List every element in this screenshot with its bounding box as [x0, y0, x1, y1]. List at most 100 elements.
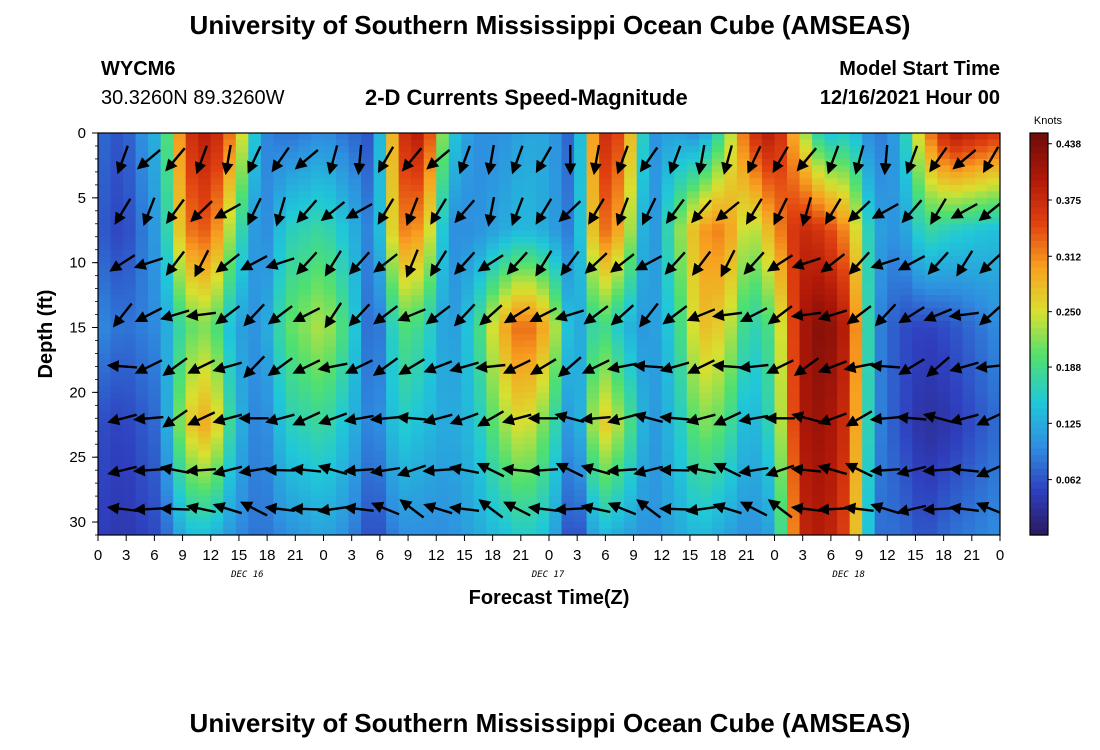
- heatmap-cell: [486, 230, 500, 238]
- current-vector-arrow: [398, 358, 426, 375]
- heatmap-cell: [361, 295, 375, 303]
- heatmap-cell: [599, 165, 613, 173]
- heatmap-cell: [774, 366, 788, 374]
- current-vector-arrow: [555, 462, 584, 478]
- heatmap-cell: [173, 243, 187, 251]
- heatmap-cell: [523, 321, 538, 329]
- heatmap-cell: [574, 392, 588, 400]
- heatmap-cell: [711, 437, 725, 445]
- heatmap-cell: [686, 392, 700, 400]
- heatmap-cell: [611, 392, 625, 400]
- heatmap-cell: [461, 295, 475, 303]
- heatmap-cell: [862, 158, 876, 167]
- heatmap-cell: [912, 457, 926, 465]
- heatmap-cell: [624, 184, 638, 192]
- heatmap-cell: [787, 275, 801, 283]
- heatmap-cell: [361, 191, 375, 199]
- heatmap-cell: [523, 210, 538, 218]
- heatmap-cell: [912, 288, 926, 296]
- heatmap-cell: [661, 249, 675, 257]
- current-vector-arrow: [927, 251, 949, 275]
- heatmap-cell: [899, 230, 913, 238]
- heatmap-cell: [824, 405, 838, 413]
- heatmap-cell: [711, 236, 725, 244]
- heatmap-cell: [398, 483, 412, 491]
- heatmap-cell: [787, 165, 801, 173]
- heatmap-cell: [761, 483, 776, 491]
- heatmap-cell: [649, 522, 663, 530]
- heatmap-cell: [736, 437, 751, 445]
- heatmap-cell: [348, 450, 362, 458]
- heatmap-cell: [260, 483, 274, 491]
- heatmap-cell: [110, 171, 124, 179]
- heatmap-cell: [536, 359, 550, 368]
- heatmap-cell: [899, 152, 913, 160]
- heatmap-cell: [674, 152, 688, 160]
- heatmap-cell: [386, 392, 400, 400]
- heatmap-cell: [198, 483, 212, 491]
- heatmap-cell: [699, 288, 713, 296]
- heatmap-cell: [386, 502, 400, 510]
- heatmap-cell: [987, 191, 1000, 199]
- heatmap-cell: [674, 191, 688, 199]
- heatmap-cell: [260, 204, 274, 212]
- heatmap-cell: [386, 314, 400, 322]
- heatmap-cell: [799, 483, 813, 491]
- heatmap-cell: [148, 522, 162, 530]
- heatmap-cell: [110, 145, 124, 154]
- current-vector-arrow: [791, 257, 821, 270]
- heatmap-cell: [962, 463, 976, 471]
- current-vector-arrow: [879, 144, 892, 176]
- heatmap-cell: [736, 431, 751, 439]
- heatmap-cell: [699, 470, 713, 478]
- colorbar-swatch: [1030, 427, 1048, 436]
- heatmap-cell: [674, 249, 688, 257]
- heatmap-cell: [724, 502, 738, 510]
- heatmap-cell: [248, 489, 262, 497]
- heatmap-cell: [461, 392, 475, 400]
- heatmap-cell: [736, 483, 751, 491]
- heatmap-cell: [761, 275, 776, 283]
- current-vector-arrow: [106, 502, 138, 515]
- heatmap-cell: [110, 301, 124, 309]
- heatmap-cell: [912, 282, 926, 290]
- heatmap-cell: [173, 204, 187, 212]
- heatmap-cell: [574, 133, 588, 141]
- heatmap-cell: [862, 139, 876, 147]
- heatmap-cell: [436, 353, 450, 361]
- current-vector-arrow: [826, 145, 840, 175]
- heatmap-cell: [310, 308, 325, 316]
- heatmap-cell: [536, 145, 550, 154]
- heatmap-cell: [736, 243, 751, 251]
- heatmap-cell: [586, 496, 600, 504]
- current-vector-arrow: [377, 146, 395, 174]
- heatmap-cell: [235, 372, 249, 380]
- heatmap-cell: [185, 321, 199, 329]
- heatmap-cell: [423, 340, 437, 348]
- heatmap-cell: [248, 496, 262, 504]
- heatmap-cell: [373, 288, 387, 296]
- heatmap-cell: [549, 528, 563, 535]
- heatmap-cell: [498, 489, 513, 497]
- heatmap-cell: [198, 230, 212, 238]
- heatmap-cell: [636, 346, 650, 355]
- heatmap-cell: [849, 145, 863, 154]
- heatmap-cell: [423, 152, 437, 160]
- heatmap-cell: [436, 139, 450, 147]
- heatmap-cell: [273, 463, 287, 471]
- current-vector-arrow: [343, 413, 374, 425]
- heatmap-cell: [724, 522, 738, 530]
- heatmap-cell: [699, 230, 713, 238]
- heatmap-cell: [749, 230, 763, 238]
- heatmap-cell: [912, 398, 926, 406]
- heatmap-cell: [674, 483, 688, 491]
- heatmap-cell: [123, 418, 137, 426]
- heatmap-cell: [523, 334, 538, 342]
- heatmap-cell: [373, 385, 387, 393]
- current-vector-arrow: [405, 249, 419, 278]
- heatmap-cell: [436, 528, 450, 535]
- heatmap-cell: [411, 346, 425, 355]
- heatmap-cell: [899, 301, 913, 309]
- heatmap-cell: [599, 145, 613, 154]
- heatmap-cell: [899, 515, 913, 523]
